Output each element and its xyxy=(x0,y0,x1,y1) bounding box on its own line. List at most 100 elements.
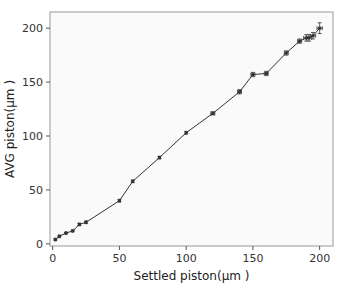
y-tick-label: 200 xyxy=(22,22,43,35)
chart: 050100150200050100150200Settled piston(μ… xyxy=(0,0,345,288)
x-error-bar xyxy=(65,233,66,234)
x-error-cap xyxy=(210,111,211,115)
y-tick-label: 100 xyxy=(22,130,43,143)
data-point xyxy=(54,238,57,241)
x-tick xyxy=(319,246,320,250)
y-tick-label: 50 xyxy=(29,184,43,197)
y-error-cap xyxy=(238,89,242,90)
data-point xyxy=(305,36,308,39)
data-point xyxy=(131,180,134,183)
y-error-cap xyxy=(264,71,268,72)
x-error-bar xyxy=(298,41,302,42)
y-error-bar xyxy=(55,239,56,240)
data-point xyxy=(65,232,68,235)
x-error-bar xyxy=(238,91,242,92)
x-error-cap xyxy=(237,90,238,94)
x-tick-label: 50 xyxy=(112,252,126,265)
x-error-cap xyxy=(254,73,255,77)
y-error-bar xyxy=(308,35,309,41)
y-error-bar xyxy=(86,221,87,223)
x-error-cap xyxy=(322,26,323,30)
x-error-bar xyxy=(119,200,120,201)
error-bar xyxy=(64,231,68,235)
y-error-cap xyxy=(318,22,322,23)
error-bar xyxy=(157,156,161,160)
x-error-bar xyxy=(185,132,186,133)
data-point xyxy=(78,223,81,226)
y-error-bar xyxy=(212,112,213,115)
error-bar xyxy=(298,39,302,43)
y-error-cap xyxy=(298,43,302,44)
y-error-bar xyxy=(72,230,73,231)
x-error-bar xyxy=(85,222,86,223)
x-tick-label: 100 xyxy=(176,252,197,265)
y-error-cap xyxy=(311,38,315,39)
y-error-cap xyxy=(318,33,322,34)
error-bar xyxy=(238,90,242,94)
x-error-cap xyxy=(315,34,316,38)
x-error-bar xyxy=(264,73,268,74)
data-point xyxy=(285,51,288,54)
error-bar xyxy=(211,111,215,115)
x-tick xyxy=(252,246,253,250)
x-error-bar xyxy=(72,230,73,231)
y-error-cap xyxy=(284,55,288,56)
data-point xyxy=(307,36,310,39)
y-error-cap xyxy=(298,38,302,39)
x-error-cap xyxy=(284,51,285,55)
y-error-bar xyxy=(306,35,307,41)
plot-frame xyxy=(50,12,333,246)
y-tick xyxy=(46,189,50,190)
x-error-cap xyxy=(297,39,298,43)
x-tick-label: 0 xyxy=(49,252,56,265)
y-error-bar xyxy=(66,233,67,234)
y-error-bar xyxy=(159,156,160,158)
y-tick xyxy=(46,28,50,29)
data-point xyxy=(158,156,161,159)
error-bar xyxy=(131,179,135,183)
y-tick xyxy=(46,136,50,137)
data-point xyxy=(85,221,88,224)
y-error-bar xyxy=(132,180,133,182)
data-point xyxy=(318,27,321,30)
error-bar xyxy=(264,71,268,75)
y-error-bar xyxy=(286,51,287,55)
x-error-bar xyxy=(132,181,133,182)
error-bar xyxy=(184,131,188,135)
x-error-bar xyxy=(79,224,80,225)
y-error-bar xyxy=(186,132,187,134)
x-error-cap xyxy=(264,71,265,75)
data-point xyxy=(238,90,241,93)
data-point xyxy=(211,112,214,115)
x-axis-label: Settled piston(μm ) xyxy=(134,269,250,283)
data-point xyxy=(311,34,314,37)
x-error-cap xyxy=(288,51,289,55)
y-error-cap xyxy=(264,75,268,76)
x-tick xyxy=(52,246,53,250)
x-tick xyxy=(119,246,120,250)
x-error-bar xyxy=(211,113,215,114)
data-line xyxy=(55,28,319,239)
error-bar xyxy=(117,199,121,203)
error-bar xyxy=(284,51,288,55)
data-point xyxy=(58,235,61,238)
x-error-cap xyxy=(241,90,242,94)
x-error-bar xyxy=(55,239,56,240)
x-error-bar xyxy=(284,52,288,53)
error-bar xyxy=(317,23,322,34)
data-point xyxy=(251,73,254,76)
y-error-bar xyxy=(239,90,240,94)
data-point xyxy=(118,199,121,202)
error-bar xyxy=(71,229,75,233)
y-error-bar xyxy=(252,72,253,76)
plot-area xyxy=(53,23,322,242)
error-bar xyxy=(251,72,255,76)
y-tick-label: 150 xyxy=(22,76,43,89)
x-error-bar xyxy=(159,157,160,158)
x-error-bar xyxy=(59,236,60,237)
data-point xyxy=(298,40,301,43)
x-error-cap xyxy=(301,39,302,43)
x-error-cap xyxy=(308,36,309,40)
y-error-cap xyxy=(284,50,288,51)
y-error-cap xyxy=(311,32,315,33)
